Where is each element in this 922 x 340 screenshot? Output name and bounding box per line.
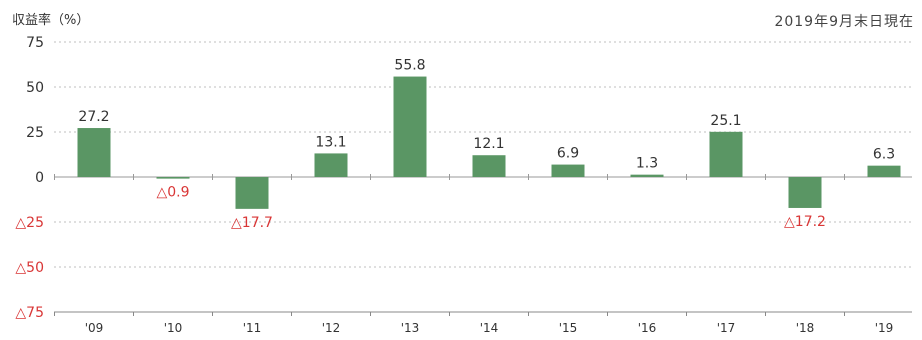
bar-10 <box>156 177 190 179</box>
y-tick-label: 50 <box>26 80 44 96</box>
grid-layer <box>54 41 912 268</box>
data-label: 27.2 <box>78 109 109 125</box>
bar-16 <box>630 174 664 177</box>
y-tick-label: △75 <box>15 305 44 321</box>
bar-14 <box>472 155 506 177</box>
y-axis-unit-label: 収益率（%） <box>12 13 90 28</box>
y-tick-label: △50 <box>15 260 44 276</box>
x-tick-label: '17 <box>717 321 736 335</box>
x-tick-label: '11 <box>243 321 262 335</box>
x-tick-label: '10 <box>164 321 183 335</box>
x-tick-label: '13 <box>401 321 420 335</box>
x-tick-label: '12 <box>322 321 341 335</box>
bar-19 <box>867 165 901 177</box>
data-label: △17.2 <box>784 214 826 230</box>
bar-17 <box>709 131 743 177</box>
data-label: 1.3 <box>636 156 658 172</box>
data-label: △17.7 <box>231 215 273 231</box>
y-tick-label: 25 <box>26 125 44 141</box>
as-of-date-label: 2019年9月末日現在 <box>774 14 914 30</box>
x-tick-label: '18 <box>796 321 815 335</box>
data-label: 6.3 <box>873 147 895 163</box>
data-labels-layer: 27.2 △0.9 △17.7 13.1 55.8 12.1 6.9 1.3 25.1 △17.2… <box>78 58 895 231</box>
x-tick-label: '15 <box>559 321 578 335</box>
data-label: △0.9 <box>156 185 189 201</box>
data-label: 6.9 <box>557 146 579 162</box>
data-label: 13.1 <box>315 134 346 150</box>
bar-15 <box>551 164 585 177</box>
axis-layer: 75 50 25 0 △25 △50 △75 '09 '10 '11 '12 '13 '14 '15 '16… <box>15 35 912 335</box>
bar-11 <box>235 177 269 209</box>
y-tick-label: 75 <box>26 35 44 51</box>
data-label: 12.1 <box>473 136 504 152</box>
bar-13 <box>393 76 427 177</box>
x-tick-label: '14 <box>480 321 499 335</box>
bar-18 <box>788 177 822 208</box>
data-label: 55.8 <box>394 58 425 74</box>
bar-12 <box>314 153 348 177</box>
x-tick-label: '19 <box>875 321 894 335</box>
x-tick-label: '16 <box>638 321 657 335</box>
y-tick-label: △25 <box>15 215 44 231</box>
bars-layer <box>77 76 901 209</box>
y-tick-label: 0 <box>35 170 44 186</box>
bar-09 <box>77 128 111 177</box>
data-label: 25.1 <box>710 113 741 129</box>
x-tick-label: '09 <box>85 321 104 335</box>
